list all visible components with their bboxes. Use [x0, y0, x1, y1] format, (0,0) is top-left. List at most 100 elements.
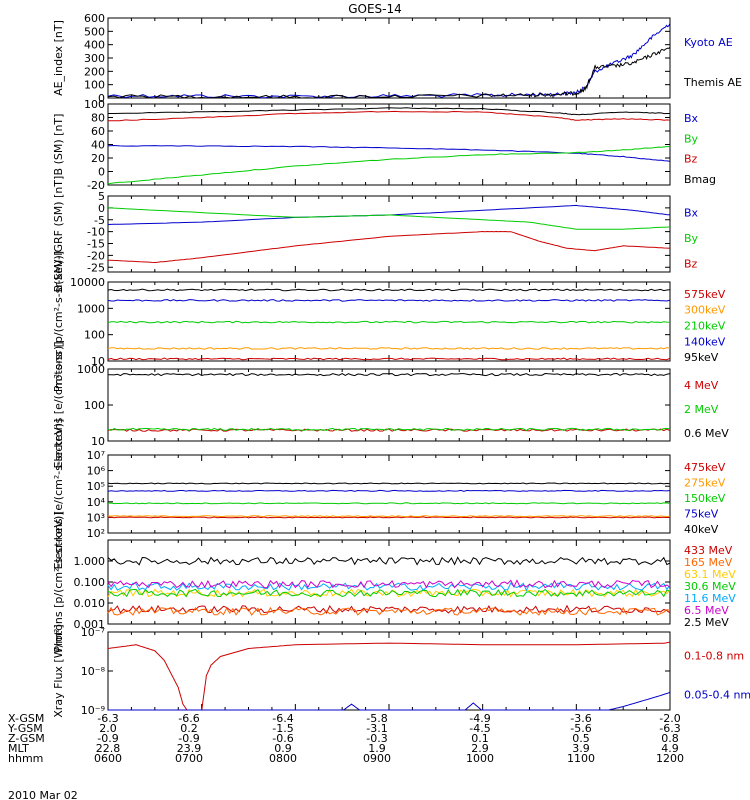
footer-value: 0900	[363, 752, 391, 765]
footer-value: 0600	[94, 752, 122, 765]
y-tick-label: 0.100	[74, 576, 106, 589]
y-axis-label: Protons [p/(cm²-s-sr-keV)]	[52, 511, 65, 652]
footer-row-label: Y-GSM	[7, 722, 43, 735]
series-line	[107, 144, 671, 162]
y-tick-label: 40	[91, 139, 105, 152]
y-tick-label: 0.001	[74, 618, 106, 631]
legend-label: 11.6 MeV	[684, 592, 736, 605]
panel-6: 10² 10³ 10⁴ 10⁵ 10⁶ 10⁷ Electrons [e/(cm²-s-sr…	[52, 419, 726, 570]
footer-value: -0.3	[366, 732, 387, 745]
legend-label: 95keV	[684, 351, 719, 364]
y-tick-label: 10⁵	[87, 480, 105, 493]
footer-value: 0.8	[661, 732, 679, 745]
legend-label: 6.5 MeV	[684, 604, 729, 617]
footer-value: 22.8	[96, 742, 121, 755]
series-line	[107, 299, 671, 302]
legend-label: 275keV	[684, 476, 726, 489]
legend-label: 300keV	[684, 304, 726, 317]
footer-value: -0.9	[97, 732, 118, 745]
y-tick-label: 10⁷	[87, 449, 105, 462]
legend-label: 2 MeV	[684, 403, 719, 416]
y-tick-label: 10⁻⁹	[81, 704, 105, 717]
series-line	[107, 428, 671, 432]
legend-label: 150keV	[684, 492, 726, 505]
series-line	[107, 604, 671, 615]
footer-value: -3.6	[570, 712, 591, 725]
legend-label: 63.1 MeV	[684, 568, 736, 581]
chart-title: GOES-14	[348, 2, 402, 16]
series-line	[107, 288, 671, 292]
footer-value: -0.9	[178, 732, 199, 745]
footer-row-label: X-GSM	[8, 712, 44, 725]
legend-label: Bz	[684, 153, 698, 166]
series-line	[108, 372, 671, 377]
y-tick-label: 10⁶	[87, 465, 106, 478]
panel-8: 10⁻⁹ 10⁻⁸ 10⁻⁷ Xray Flux [W/m²] 0.1-0.8 nm 0.…	[52, 624, 750, 717]
panel-7: 0.001 0.010 0.100 1.000 Protons [p/(cm²-s-sr…	[52, 511, 736, 652]
orbit-footer: X-GSM -6.3 -6.6 -6.4 -5.8 -4.9 -3.6 -2.0 Y-GSM 2.…	[7, 712, 684, 765]
series-line	[107, 320, 671, 324]
y-tick-label: 10⁻⁸	[81, 665, 106, 678]
footer-value: -4.5	[469, 722, 490, 735]
footer-value: 0800	[269, 752, 297, 765]
legend-label: 433 MeV	[684, 544, 733, 557]
y-tick-label: 10	[91, 355, 105, 368]
footer-value: 0.9	[274, 742, 292, 755]
y-tick-label: 5	[98, 190, 105, 203]
y-tick-label: 0	[98, 202, 105, 215]
footer-value: -6.6	[178, 712, 199, 725]
footer-value: -6.4	[272, 712, 293, 725]
legend-label: 30.6 MeV	[684, 580, 736, 593]
y-tick-label: -5	[94, 214, 105, 227]
series-line	[108, 107, 670, 116]
footer-value: 3.9	[572, 742, 590, 755]
series-line	[107, 482, 671, 485]
series-line	[107, 641, 671, 711]
legend-label: 2.5 MeV	[684, 616, 729, 629]
legend-label: By	[684, 132, 699, 145]
series-line	[107, 146, 671, 185]
legend-label: 0.05-0.4 nm	[684, 689, 750, 702]
y-tick-label: 10⁻⁷	[81, 626, 105, 639]
y-tick-label: 1000	[77, 363, 105, 376]
y-tick-label: -20	[87, 179, 105, 192]
footer-value: -6.3	[659, 722, 680, 735]
footer-value: -5.6	[570, 722, 591, 735]
legend-label: 40keV	[684, 523, 719, 536]
footer-value: -3.1	[366, 722, 387, 735]
y-tick-label: 60	[91, 125, 105, 138]
footer-value: -2.0	[659, 712, 680, 725]
y-tick-label: 80	[91, 112, 105, 125]
series-line	[107, 579, 671, 589]
series-line	[108, 516, 671, 519]
y-axis-label: AE_index [nT]	[52, 20, 65, 96]
series-line	[107, 588, 671, 598]
footer-value: -1.5	[272, 722, 293, 735]
y-axis-label: B (SM) [nT]	[52, 114, 65, 176]
y-tick-label: 10²	[87, 527, 105, 540]
legend-label: 165 MeV	[684, 556, 733, 569]
y-tick-label: 0.010	[74, 597, 106, 610]
panel-frame	[107, 195, 671, 273]
y-tick-label: 100	[84, 79, 105, 92]
y-tick-label: 20	[91, 152, 105, 165]
footer-row-label: MLT	[8, 742, 29, 755]
legend-label: 75keV	[684, 508, 719, 521]
y-axis-label: Electrons [e/(cm²-s-sr)]	[52, 341, 65, 468]
panel-5: 10 100 1000 Electrons [e/(cm²-s-sr)] 4 MeV 2 …	[52, 341, 729, 468]
y-tick-label: 0	[98, 166, 105, 179]
series-line	[107, 427, 671, 432]
footer-row-label: hhmm	[8, 752, 43, 765]
legend-label: Bz	[684, 257, 698, 270]
y-tick-label: 1.000	[74, 555, 106, 568]
y-tick-label: 10³	[87, 511, 105, 524]
footer-value: 0700	[175, 752, 203, 765]
legend-label: Kyoto AE	[684, 36, 733, 49]
y-axis-label: Xray Flux [W/m²]	[52, 624, 65, 717]
legend-label: 575keV	[684, 288, 726, 301]
series-line	[107, 556, 671, 566]
footer-value: 0.1	[471, 732, 489, 745]
y-tick-label: 1000	[77, 302, 105, 315]
